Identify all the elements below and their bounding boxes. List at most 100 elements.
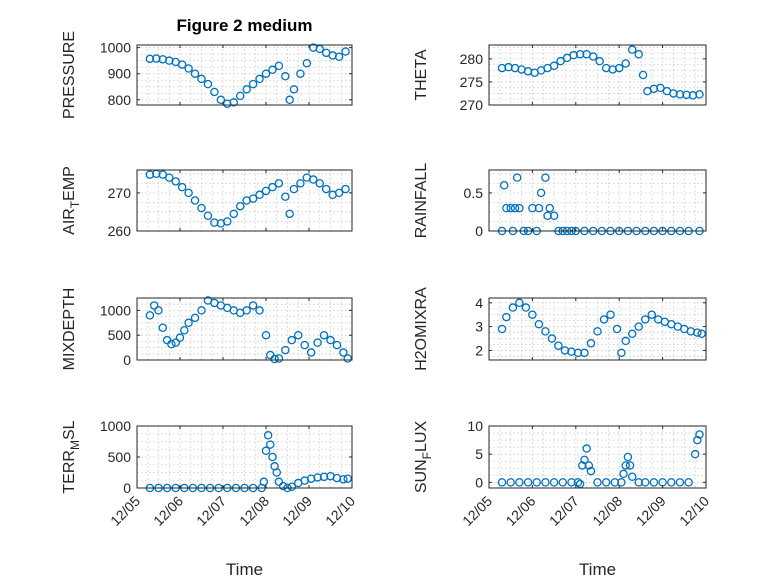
axes-frame: [488, 297, 707, 361]
data-point: [321, 184, 331, 194]
subplot-sun-flux: 0 5 10 12/05 12/06 12/07 12/08 12/09 12/10 Time SU…: [413, 418, 712, 579]
y-tick-label: 0: [475, 223, 483, 239]
data-point: [640, 478, 650, 487]
data-point: [229, 98, 238, 107]
y-tick-label: 800: [108, 92, 132, 108]
data-point: [578, 461, 587, 470]
data-point: [289, 184, 299, 194]
x-tick-label: 12/08: [589, 493, 625, 529]
data-point: [309, 175, 318, 184]
data-point: [210, 87, 219, 97]
data-point: [536, 188, 546, 198]
data-point: [149, 301, 159, 310]
axes-frame: [488, 44, 707, 106]
y-axis-label: H2OMIXRA: [413, 287, 430, 371]
data-point: [575, 49, 585, 59]
data-point: [190, 196, 200, 205]
x-tick-label: 12/07: [193, 493, 229, 529]
data-point: [313, 338, 322, 347]
data-point: [625, 461, 635, 470]
x-tick-label: 12/09: [633, 493, 669, 529]
data-point: [287, 335, 297, 345]
data-point: [512, 173, 522, 182]
data-point: [296, 179, 305, 188]
y-axis-label: TERRMSL: [61, 420, 82, 493]
data-point: [497, 478, 507, 487]
data-point: [634, 478, 643, 487]
data-point: [197, 74, 206, 84]
data-point: [158, 323, 168, 333]
data-point: [695, 430, 704, 439]
data-point: [614, 63, 624, 73]
data-point: [523, 478, 533, 487]
data-point: [261, 330, 271, 340]
x-tick-label: 12/10: [322, 493, 358, 529]
data-point: [145, 311, 155, 320]
data-point: [515, 203, 524, 213]
data-point: [296, 69, 305, 78]
data-point: [573, 348, 583, 358]
data-point: [580, 455, 589, 465]
data-point: [263, 431, 273, 440]
y-tick-label: 1000: [100, 418, 131, 434]
data-point: [521, 303, 531, 312]
axes-frame: [136, 44, 353, 106]
data-point: [332, 340, 342, 350]
data-point: [675, 90, 685, 99]
y-tick-label: 5: [475, 446, 483, 462]
data-point: [268, 65, 277, 75]
data-point: [617, 348, 626, 358]
data-point: [171, 338, 180, 347]
data-point: [300, 340, 309, 350]
data-point: [595, 56, 604, 66]
data-point: [545, 203, 555, 213]
data-point: [339, 475, 348, 484]
data-point: [623, 452, 633, 462]
axes-frame: [136, 169, 353, 232]
y-tick-label: 1000: [100, 302, 131, 318]
data-point: [584, 461, 594, 470]
data-point: [599, 315, 609, 324]
x-tick-label: 12/05: [107, 493, 143, 529]
data-point: [334, 52, 344, 61]
axes-frame: [136, 297, 353, 361]
data-point: [171, 177, 180, 186]
y-tick-label: 0: [123, 480, 131, 496]
data-point: [534, 319, 544, 329]
data-point: [281, 72, 290, 81]
data-point: [693, 435, 702, 445]
data-point: [210, 218, 219, 227]
subplot-theta: 270 275 280 THETA: [413, 44, 707, 113]
y-tick-label: 10: [467, 418, 483, 434]
data-point: [255, 306, 264, 315]
data-point: [621, 336, 630, 346]
x-tick-label: 12/07: [546, 493, 582, 529]
data-point: [203, 79, 213, 89]
data-point: [499, 180, 509, 190]
plot-area: [489, 426, 706, 488]
data-point: [274, 477, 284, 487]
subplot-h2omixra: 2 3 4 H2OMIXRA: [413, 287, 707, 371]
y-tick-label: 900: [108, 66, 132, 82]
data-point: [675, 478, 685, 487]
data-point: [506, 203, 515, 213]
subplot-pressure: 800 900 1000 PRESSURE: [61, 31, 353, 119]
data-point: [586, 466, 596, 476]
data-point: [167, 339, 176, 349]
data-point: [556, 56, 565, 66]
data-point: [649, 478, 659, 487]
y-tick-label: 0: [475, 474, 483, 490]
data-point: [319, 472, 329, 482]
data-point: [266, 440, 275, 449]
data-point: [287, 482, 297, 492]
data-point: [293, 330, 303, 340]
data-point: [285, 95, 294, 105]
data-point: [627, 329, 637, 339]
data-point: [281, 192, 290, 201]
data-point: [255, 190, 264, 200]
data-point: [334, 188, 344, 198]
data-point: [315, 179, 324, 188]
data-point: [184, 64, 193, 73]
data-point: [541, 327, 550, 336]
data-point: [164, 173, 174, 182]
